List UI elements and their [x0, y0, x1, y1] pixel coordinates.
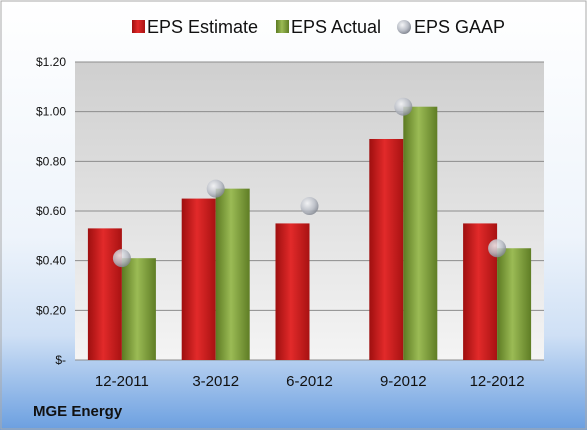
x-tick-label-12-2011: 12-2011 [95, 373, 149, 390]
legend-swatch-eps-gaap [397, 20, 411, 34]
bar-eps-estimate-12-2011 [87, 228, 122, 360]
marker-eps-gaap-6-2012 [300, 197, 319, 216]
y-tick-label: $1.00 [36, 105, 66, 119]
y-tick-label: $0.20 [36, 303, 66, 317]
bar-eps-actual-9-2012 [403, 106, 438, 360]
x-tick-label-3-2012: 3-2012 [192, 373, 239, 390]
x-axis-category-labels: 12-2011 3-2012 6-2012 9-2012 12-2012 [95, 373, 525, 390]
bars [87, 106, 532, 360]
x-tick-label-6-2012: 6-2012 [286, 373, 333, 390]
y-axis-tick-labels: $- $0.20 $0.40 $0.60 $0.80 $1.00 $1.20 [36, 55, 66, 367]
y-tick-label: $0.40 [36, 254, 66, 268]
x-tick-label-12-2012: 12-2012 [470, 373, 525, 390]
legend-label-eps-actual: EPS Actual [291, 17, 381, 37]
y-tick-label: $1.20 [36, 55, 66, 69]
legend-swatch-eps-actual [276, 20, 289, 33]
legend-label-eps-gaap: EPS GAAP [414, 17, 505, 37]
bar-eps-estimate-9-2012 [369, 138, 404, 360]
company-name: MGE Energy [33, 403, 123, 420]
gaap-markers [112, 97, 507, 268]
y-tick-label: $- [55, 353, 66, 367]
bar-eps-actual-12-2011 [121, 258, 156, 360]
y-tick-label: $0.60 [36, 204, 66, 218]
marker-eps-gaap-3-2012 [206, 179, 225, 198]
legend: EPS Estimate EPS Actual EPS GAAP [132, 17, 505, 37]
marker-eps-gaap-9-2012 [394, 97, 413, 116]
bar-eps-estimate-6-2012 [275, 223, 310, 360]
y-tick-label: $0.80 [36, 154, 66, 168]
legend-label-eps-estimate: EPS Estimate [147, 17, 258, 37]
legend-swatch-eps-estimate [132, 20, 145, 33]
legend-item-eps-estimate: EPS Estimate [132, 17, 258, 37]
bar-eps-actual-3-2012 [215, 188, 250, 360]
legend-item-eps-actual: EPS Actual [276, 17, 381, 37]
marker-eps-gaap-12-2011 [112, 249, 131, 268]
bar-eps-actual-12-2012 [497, 248, 532, 360]
bar-eps-estimate-3-2012 [181, 198, 216, 360]
x-tick-label-9-2012: 9-2012 [380, 373, 427, 390]
marker-eps-gaap-12-2012 [488, 239, 507, 258]
legend-item-eps-gaap: EPS GAAP [397, 17, 505, 37]
